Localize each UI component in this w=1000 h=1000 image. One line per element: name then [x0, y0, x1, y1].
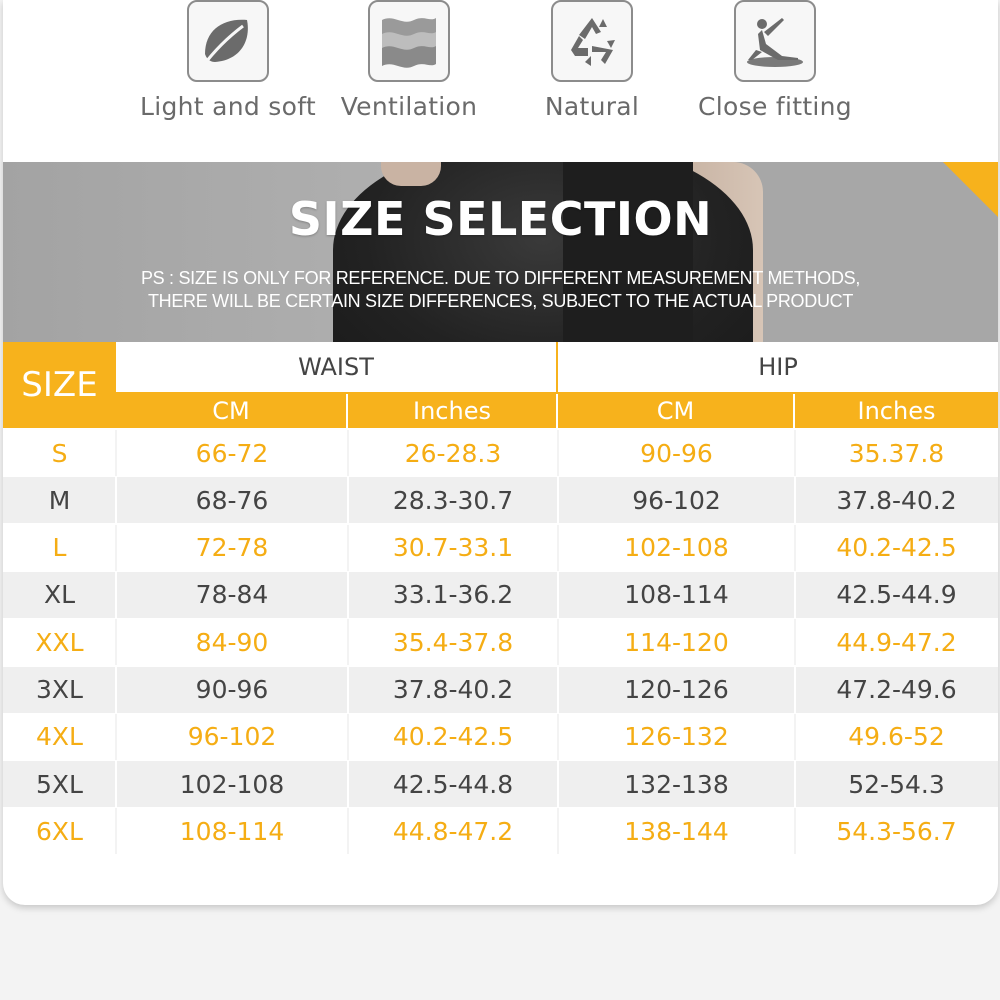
waist-inches-cell: 30.7-33.1 — [392, 533, 514, 563]
hip-cm-cell: 108-114 — [624, 580, 729, 610]
size-cell: 5XL — [36, 769, 83, 799]
waist-inches-cell: 35.4-37.8 — [392, 627, 514, 657]
hip-inches-cell: 52-54.3 — [848, 769, 945, 799]
waist-cm-header: CM — [116, 394, 346, 428]
size-cell: 4XL — [36, 722, 83, 752]
waist-inches-cell: 26-28.3 — [404, 438, 502, 468]
corner-accent — [943, 162, 998, 217]
waist-cm-cell: 96-102 — [187, 722, 277, 752]
hip-inches-cell: 54.3-56.7 — [836, 816, 957, 846]
feature-close-fitting: Close fitting — [675, 0, 875, 121]
hip-inches-cell: 42.5-44.9 — [836, 580, 957, 610]
hip-cm-header: CM — [558, 394, 793, 428]
wavy-fabric-icon — [368, 0, 450, 82]
feature-label: Natural — [544, 92, 640, 121]
waist-inches-cell: 33.1-36.2 — [392, 580, 514, 610]
hip-inches-cell: 47.2-49.6 — [836, 675, 957, 704]
hip-inches-cell: 37.8-40.2 — [836, 485, 957, 515]
hip-cm-cell: 120-126 — [624, 675, 729, 704]
waist-cm-cell: 66-72 — [195, 438, 269, 468]
size-cell: 3XL — [36, 675, 83, 704]
leaf-icon — [187, 0, 269, 82]
hip-inches-header: Inches — [795, 394, 998, 428]
waist-inches-cell: 28.3-30.7 — [392, 485, 514, 515]
waist-cm-cell: 102-108 — [179, 769, 285, 799]
hip-inches-cell: 40.2-42.5 — [836, 533, 957, 563]
table-row: XXL 84-90 35.4-37.8 114-120 44.9-47.2 — [3, 619, 998, 666]
feature-label: Close fitting — [698, 92, 852, 121]
table-row: M 68-76 28.3-30.7 96-102 37.8-40.2 — [3, 477, 998, 524]
waist-inches-header: Inches — [348, 394, 556, 428]
banner-note-line-2: THERE WILL BE CERTAIN SIZE DIFFERENCES, … — [147, 291, 854, 311]
waist-cm-cell: 72-78 — [195, 533, 269, 563]
stretching-person-icon — [734, 0, 816, 82]
hip-cm-cell: 132-138 — [624, 769, 729, 799]
waist-cm-cell: 90-96 — [195, 675, 269, 704]
hip-cm-cell: 102-108 — [624, 533, 729, 563]
hip-inches-cell: 49.6-52 — [848, 722, 945, 752]
table-row: L 72-78 30.7-33.1 102-108 40.2-42.5 — [3, 524, 998, 571]
waist-header: WAIST — [116, 342, 556, 392]
hip-cm-cell: 126-132 — [624, 722, 729, 752]
banner-note-line-1: PS : SIZE IS ONLY FOR REFERENCE. DUE TO … — [140, 268, 861, 288]
size-cell: L — [52, 533, 67, 563]
waist-cm-cell: 84-90 — [195, 627, 269, 657]
feature-label: Light and soft — [139, 92, 316, 121]
waist-cm-cell: 78-84 — [195, 580, 269, 610]
waist-inches-cell: 37.8-40.2 — [392, 675, 514, 704]
table-row: 4XL 96-102 40.2-42.5 126-132 49.6-52 — [3, 713, 998, 760]
hip-cm-cell: 90-96 — [640, 438, 713, 468]
size-cell: XL — [43, 580, 76, 610]
hip-inches-cell: 35.37.8 — [848, 438, 945, 468]
waist-inches-cell: 42.5-44.8 — [392, 769, 514, 799]
hip-inches-cell: 44.9-47.2 — [836, 627, 957, 657]
size-selection-banner — [3, 162, 998, 342]
table-row: S 66-72 26-28.3 90-96 35.37.8 — [3, 430, 998, 476]
size-cell: XXL — [35, 627, 84, 657]
hip-cm-cell: 96-102 — [632, 485, 721, 515]
size-chart-card: Light and soft Ventilation — [3, 0, 998, 905]
size-column-header: SIZE — [3, 342, 116, 428]
hip-header: HIP — [558, 342, 998, 392]
feature-natural: Natural — [492, 0, 692, 121]
hip-cm-cell: 114-120 — [624, 627, 729, 657]
size-cell: S — [51, 438, 68, 468]
feature-light-and-soft: Light and soft — [128, 0, 328, 121]
table-row: 6XL 108-114 44.8-47.2 138-144 54.3-56.7 — [3, 808, 998, 855]
waist-cm-cell: 108-114 — [179, 816, 285, 846]
waist-inches-cell: 44.8-47.2 — [392, 816, 514, 846]
feature-ventilation: Ventilation — [309, 0, 509, 121]
feature-label: Ventilation — [340, 92, 478, 121]
hip-cm-cell: 138-144 — [624, 816, 729, 846]
table-row: XL 78-84 33.1-36.2 108-114 42.5-44.9 — [3, 571, 998, 618]
waist-inches-cell: 40.2-42.5 — [392, 722, 514, 752]
table-row: 3XL 90-96 37.8-40.2 120-126 47.2-49.6 — [3, 666, 998, 713]
table-row: 5XL 102-108 42.5-44.8 132-138 52-54.3 — [3, 761, 998, 808]
recycle-icon — [551, 0, 633, 82]
waist-cm-cell: 68-76 — [195, 485, 269, 515]
size-cell: M — [48, 485, 71, 515]
banner-title: SIZE SELECTION — [288, 192, 713, 246]
size-cell: 6XL — [36, 816, 83, 846]
